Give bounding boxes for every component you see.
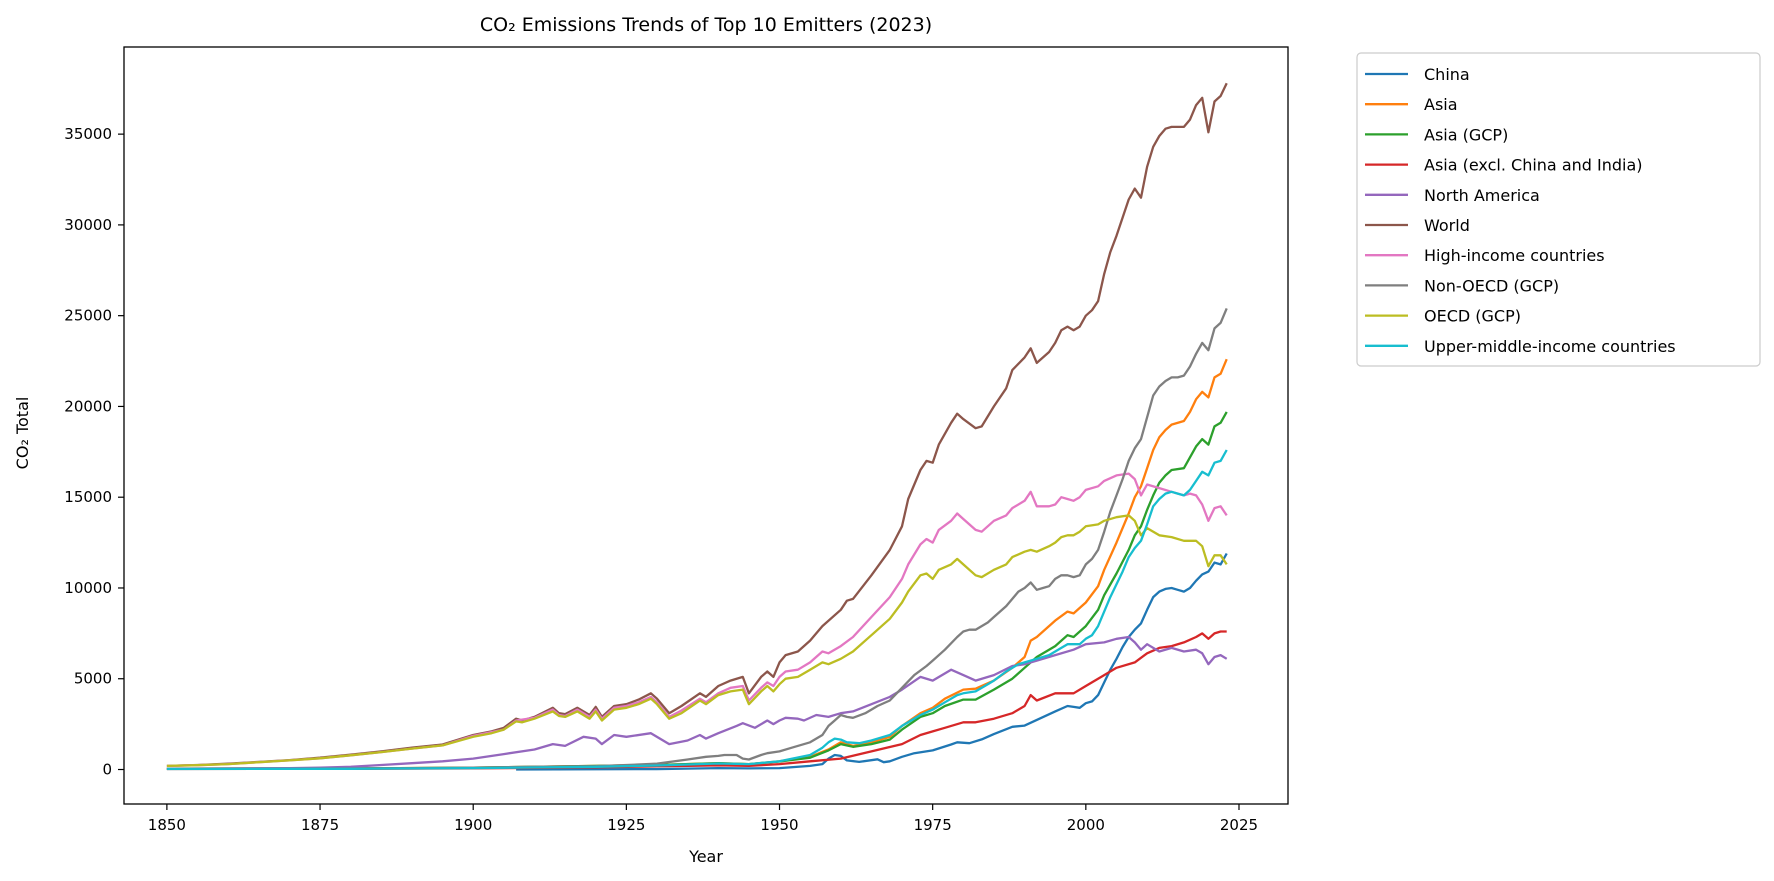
series-line-3 [166,630,1227,771]
x-tick-label-0: 1850 [148,816,186,834]
legend: China Asia Asia (GCP) Asia (excl. China and… [1356,52,1761,367]
x-tick-label-3: 1925 [607,816,645,834]
series-line-7 [166,307,1228,770]
x-tick-label-5: 1975 [914,816,952,834]
x-tick-label-2: 1900 [454,816,492,834]
y-tick-label-7: 35000 [64,125,112,143]
legend-label-1: Asia [1424,95,1458,114]
x-tick-label-4: 1950 [760,816,798,834]
y-tick-label-3: 15000 [64,488,112,506]
legend-label-4: North America [1424,186,1540,205]
y-axis-label: CO₂ Total [13,397,32,470]
y-tick-label-5: 25000 [64,307,112,325]
legend-label-0: China [1424,65,1470,84]
legend-label-6: High-income countries [1424,246,1605,265]
legend-label-8: OECD (GCP) [1424,307,1521,326]
x-tick-label-1: 1875 [301,816,339,834]
series-line-0 [516,552,1228,771]
plot-lines [166,82,1228,771]
y-axis-ticks: 0 5000 10000 15000 20000 25000 30000 35000 [64,125,124,779]
y-tick-label-6: 30000 [64,216,112,234]
series-line-9 [166,449,1228,771]
y-tick-label-0: 0 [102,761,112,779]
legend-label-5: World [1424,216,1470,235]
x-axis-ticks: 1850 1875 1900 1925 1950 1975 2000 2025 [148,804,1258,834]
x-tick-label-6: 2000 [1067,816,1105,834]
legend-label-7: Non-OECD (GCP) [1424,276,1559,295]
y-tick-label-1: 5000 [74,670,112,688]
y-tick-label-4: 20000 [64,397,112,415]
series-line-4 [166,635,1228,770]
plot-area-frame [123,46,1289,805]
legend-frame [1356,52,1761,367]
legend-label-9: Upper-middle-income countries [1424,337,1676,356]
series-line-2 [166,411,1228,770]
series-line-5 [166,82,1228,768]
chart-title: CO₂ Emissions Trends of Top 10 Emitters … [480,14,932,36]
legend-label-2: Asia (GCP) [1424,125,1508,144]
legend-label-3: Asia (excl. China and India) [1424,156,1643,175]
y-tick-label-2: 10000 [64,579,112,597]
series-line-8 [166,514,1228,768]
x-tick-label-7: 2025 [1220,816,1258,834]
x-axis-label: Year [688,847,723,866]
